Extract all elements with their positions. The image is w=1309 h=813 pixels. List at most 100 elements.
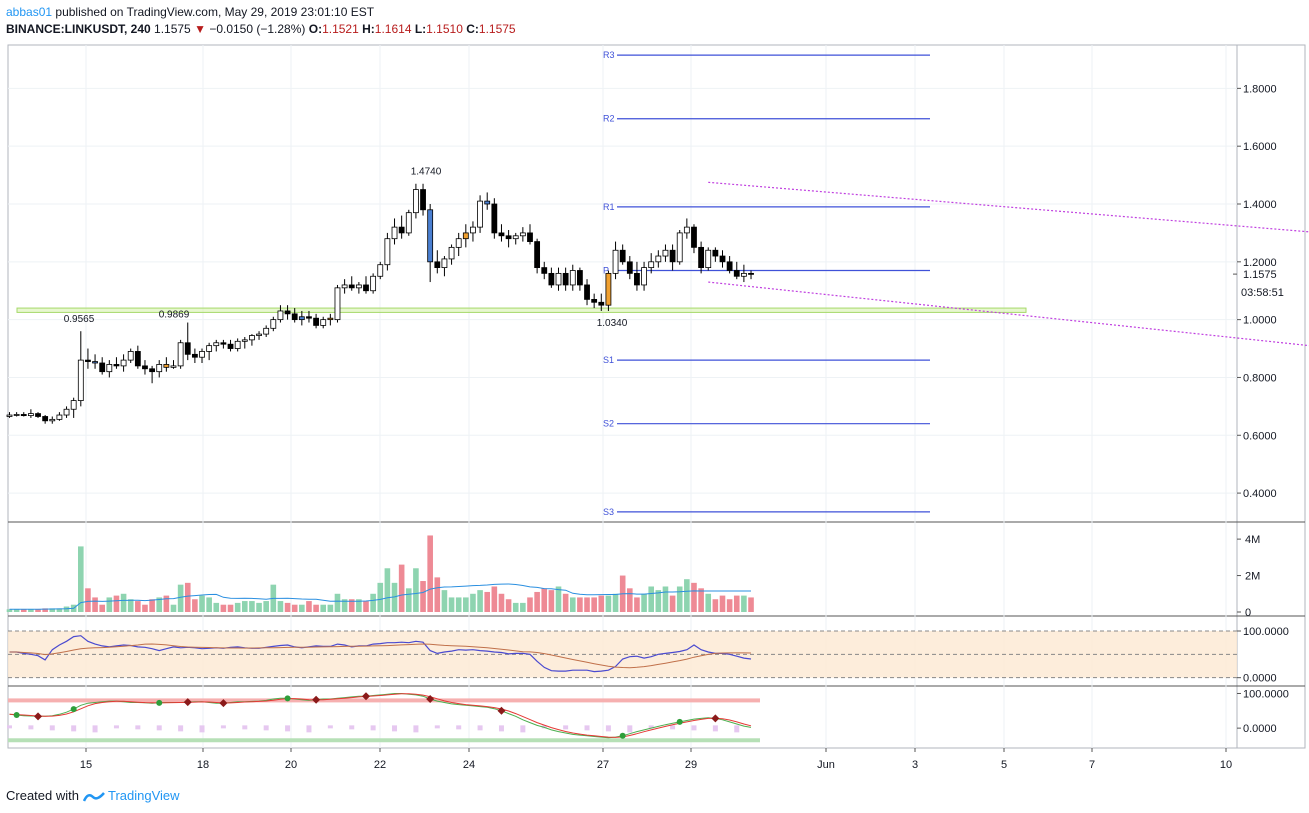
volume-bar	[641, 593, 647, 612]
volume-bar	[6, 609, 13, 612]
candle-body	[170, 365, 177, 368]
candle-body	[584, 284, 590, 300]
candle-body	[641, 267, 647, 286]
price-axis-frame	[1236, 44, 1306, 749]
open-label: O:	[308, 22, 323, 36]
x-tick-label: 22	[374, 759, 386, 771]
vol-y-tick-label: 4M	[1245, 534, 1260, 546]
candle-body	[134, 351, 141, 367]
candle-body	[277, 310, 284, 321]
candle-body	[455, 238, 462, 248]
tradingview-link[interactable]: TradingView	[108, 788, 180, 803]
candle-body	[748, 272, 754, 275]
volume-bar	[548, 590, 555, 612]
stoch-cross-down-marker	[219, 699, 228, 708]
y-tick-label: 1.4000	[1243, 199, 1277, 211]
stoch-k-line	[9, 693, 752, 739]
x-tick-label: 10	[1220, 759, 1232, 771]
stoch-histogram-bar	[691, 725, 697, 731]
x-tick-label: 18	[197, 759, 209, 771]
candle-body	[648, 261, 655, 268]
volume-bar	[541, 588, 548, 612]
low-label: L:	[414, 22, 427, 36]
volume-bar	[348, 599, 355, 612]
candle-body	[234, 340, 241, 349]
volume-bar	[291, 604, 298, 612]
high-label: H:	[362, 22, 375, 36]
price-annotation: 0.9565	[64, 314, 95, 325]
stoch-histogram-bar	[456, 725, 462, 730]
volume-bar	[527, 597, 533, 612]
symbol[interactable]: BINANCE:LINKUSDT, 240	[6, 22, 151, 36]
volume-bar	[199, 595, 205, 612]
volume-bar	[627, 588, 633, 612]
candle-body	[206, 345, 213, 352]
volume-bar	[591, 597, 597, 612]
stoch-histogram-bar	[541, 725, 547, 729]
candle-body	[519, 232, 526, 237]
x-tick-label: 7	[1089, 759, 1095, 771]
candle-body	[405, 212, 412, 234]
candle-body	[56, 414, 63, 420]
volume-bar	[320, 604, 327, 612]
volume-bar	[413, 568, 419, 612]
volume-bar	[56, 608, 63, 612]
stoch-cross-up-marker	[284, 695, 291, 702]
candle-body	[562, 272, 569, 286]
candle-body	[191, 353, 198, 358]
current-price-label: 1.1575	[1243, 269, 1277, 281]
candle-body	[313, 317, 319, 326]
candle-body	[35, 413, 41, 417]
stoch-d-line	[9, 693, 752, 738]
candle-body	[213, 342, 220, 347]
rsi-y-tick-label: 100.0000	[1243, 626, 1289, 638]
candle-body	[498, 232, 505, 237]
stoch-histogram-bar	[306, 725, 312, 733]
volume-bar	[163, 595, 170, 612]
volume-bar	[520, 602, 526, 612]
volume-bar	[698, 588, 704, 612]
candle-body	[619, 249, 626, 263]
volume-bar	[384, 568, 391, 612]
username-link[interactable]: abbas01	[6, 5, 53, 19]
volume-bar	[648, 586, 654, 612]
volume-bar	[669, 595, 676, 612]
candle-body	[341, 284, 348, 289]
volume-bar	[206, 597, 212, 612]
stoch-cross-up-marker	[156, 699, 163, 706]
volume-bar	[719, 595, 726, 612]
candle-body	[698, 246, 705, 268]
volume-bar	[377, 582, 384, 612]
stoch-histogram-bar	[498, 725, 504, 732]
last-price: 1.1575	[154, 22, 191, 36]
volume-bar	[184, 582, 191, 612]
volume-bar	[484, 591, 491, 612]
volume-bar	[13, 609, 20, 612]
volume-bar	[498, 593, 505, 612]
channel-upper-line	[708, 181, 1309, 233]
stoch-histogram-bar	[584, 725, 590, 731]
candle-body	[327, 317, 334, 321]
candle-body	[270, 319, 277, 329]
stoch-histogram-bar	[199, 725, 205, 733]
volume-bar	[192, 599, 198, 612]
pivot-label-r1: R1	[603, 202, 615, 212]
candle-body	[184, 342, 191, 355]
pivot-label-r2: R2	[603, 114, 615, 124]
candle-body	[612, 249, 619, 274]
stoch-upper-band	[8, 698, 760, 703]
chart-canvas[interactable]: 15 18 20 22 24 27 29 Jun 3 5 7 10 1.8000 1.6000 1.4000…	[0, 40, 1309, 778]
candle-body	[27, 413, 34, 417]
stoch-histogram-bar	[712, 725, 718, 732]
stoch-cross-up-marker	[619, 732, 626, 739]
footer: Created with TradingView	[6, 788, 180, 803]
candle-body	[199, 351, 205, 358]
stoch-histogram-bar	[413, 725, 419, 733]
volume-bar	[463, 597, 469, 612]
stoch-histogram-bar	[670, 725, 676, 730]
candle-body	[420, 189, 426, 211]
candle-body	[676, 232, 683, 263]
stoch-histogram-bar	[156, 725, 162, 731]
x-tick-label: 20	[285, 759, 297, 771]
volume-bar	[598, 595, 605, 612]
